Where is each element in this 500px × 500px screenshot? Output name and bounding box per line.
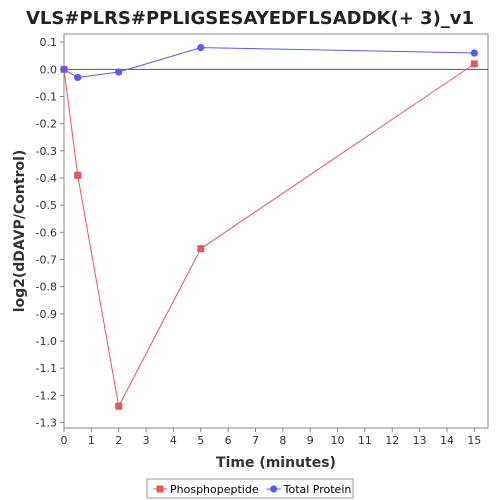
x-tick-label: 8 <box>279 434 286 447</box>
y-tick-label: -1.0 <box>36 335 57 348</box>
x-tick-label: 3 <box>143 434 150 447</box>
x-tick-label: 15 <box>467 434 481 447</box>
x-tick-label: 12 <box>385 434 399 447</box>
y-tick-label: 0.0 <box>40 63 58 76</box>
y-tick-label: -0.8 <box>36 281 57 294</box>
data-point-phosphopeptide <box>197 245 205 253</box>
x-tick-label: 13 <box>413 434 427 447</box>
y-axis-ticks: 0.1 0.0 -0.1 -0.2 -0.3 -0.4 -0.5 -0.6 -0.7 -0.8 -0… <box>36 36 64 430</box>
legend-item-phosphopeptide: Phosphopeptide <box>153 483 259 496</box>
y-tick-label: -1.2 <box>36 389 57 402</box>
y-tick-label: -0.9 <box>36 308 57 321</box>
legend-item-total-protein: Total Protein <box>266 483 352 496</box>
x-tick-label: 1 <box>88 434 95 447</box>
data-point-total-protein <box>74 73 82 82</box>
y-tick-label: -0.3 <box>36 145 57 158</box>
series-total-protein <box>60 43 478 82</box>
data-point-total-protein <box>197 43 205 52</box>
x-tick-label: 11 <box>358 434 372 447</box>
data-point-total-protein <box>115 68 123 76</box>
legend-label-phosphopeptide: Phosphopeptide <box>170 483 259 496</box>
data-point-total-protein <box>470 49 478 57</box>
x-tick-label: 10 <box>331 434 345 447</box>
x-axis-ticks: 0 1 2 3 4 5 6 7 8 9 10 11 12 13 14 15 <box>61 428 481 447</box>
x-tick-label: 14 <box>440 434 454 447</box>
legend-label-total-protein: Total Protein <box>283 483 352 496</box>
legend: Phosphopeptide Total Protein <box>146 478 354 499</box>
legend-marker-total-protein <box>270 485 278 493</box>
x-tick-label: 5 <box>197 434 204 447</box>
data-point-phosphopeptide <box>115 402 123 410</box>
y-tick-label: -0.5 <box>36 199 57 212</box>
x-tick-label: 4 <box>170 434 177 447</box>
plot-area <box>63 33 489 429</box>
data-point-phosphopeptide <box>470 60 478 68</box>
x-tick-label: 2 <box>115 434 122 447</box>
x-tick-label: 6 <box>225 434 232 447</box>
legend-items: Phosphopeptide Total Protein <box>153 483 351 496</box>
y-tick-label: -0.1 <box>36 90 57 103</box>
chart-title: VLS#PLRS#PPLIGSESAYEDFLSADDK(+ 3)_v1 <box>26 8 474 29</box>
y-tick-label: -0.6 <box>36 226 57 239</box>
y-axis-label: log2(dDAVP/Control) <box>12 150 28 313</box>
x-axis-label: Time (minutes) <box>216 455 336 471</box>
x-tick-label: 9 <box>307 434 314 447</box>
data-point-total-protein <box>60 65 68 73</box>
y-tick-label: -1.1 <box>36 362 57 375</box>
series-layer <box>60 43 478 410</box>
y-tick-label: 0.1 <box>40 36 58 49</box>
legend-marker-phosphopeptide <box>156 485 164 493</box>
y-tick-label: -1.3 <box>36 417 57 430</box>
x-tick-label: 7 <box>252 434 259 447</box>
data-point-phosphopeptide <box>74 171 82 179</box>
x-tick-label: 0 <box>61 434 68 447</box>
y-tick-label: -0.4 <box>36 172 57 185</box>
y-tick-label: -0.2 <box>36 118 57 131</box>
y-tick-label: -0.7 <box>36 254 57 267</box>
legend-box <box>146 478 354 499</box>
